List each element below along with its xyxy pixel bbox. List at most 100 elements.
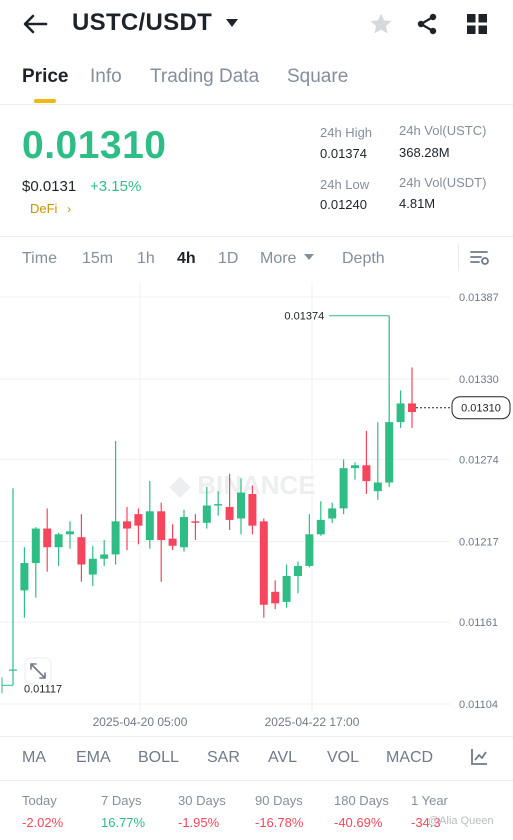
price-change-percent: +3.15% [90,178,142,195]
interval-bar: Time 15m 1h 4h 1D More Depth [0,244,513,276]
pair-title[interactable]: USTC/USDT [72,9,213,36]
main-tabs: Price Info Trading Data Square [0,60,513,104]
candle-body [225,506,234,520]
vol-quote-label: 24h Vol(USDT) [399,175,487,190]
candle-body [214,504,223,506]
x-tick-label: 2025-04-20 05:00 [93,715,188,729]
arrow-left-icon [23,14,48,34]
indicator-boll[interactable]: BOLL [138,749,179,766]
chart-bottom-divider [0,736,513,737]
category-tag[interactable]: DeFi › [30,201,71,216]
candle-body [202,505,211,523]
performance-label: Today [22,793,57,808]
interval-more[interactable]: More [260,250,314,268]
performance-label: 180 Days [334,793,389,808]
candle-body [248,494,257,526]
candle-body [305,534,314,566]
pair-dropdown-caret-icon[interactable] [222,14,242,32]
candle-body [145,511,154,541]
high-value: 0.01374 [320,146,367,161]
price-chart[interactable]: 0.01387 0.01330 0.01274 0.01217 0.01161 0.011… [0,282,513,738]
indicator-divider [0,780,513,781]
candle-body [237,492,245,519]
last-price: 0.01310 [22,124,167,167]
candle-body [111,521,120,555]
indicator-sar[interactable]: SAR [207,749,240,766]
active-tab-indicator [34,99,56,103]
min-price-label: 0.01117 [24,683,62,695]
interval-time[interactable]: Time [22,250,57,267]
tab-trading-data[interactable]: Trading Data [150,66,260,87]
favorite-star-icon[interactable] [367,10,395,38]
x-tick-label: 2025-04-22 17:00 [265,715,360,729]
chevron-right-icon: › [67,202,72,216]
candle-body [259,521,268,605]
interval-more-label: More [260,250,297,267]
candle-body [373,482,382,492]
candle-body [168,538,177,546]
performance-value: -2.02% [22,815,64,830]
candle-body [66,531,74,535]
interval-15m[interactable]: 15m [82,250,114,267]
performance-label: 30 Days [178,793,226,808]
current-price-box [451,396,511,420]
candle-body [43,528,52,548]
chart-settings-icon[interactable] [470,249,492,269]
y-tick-label: 0.01274 [459,455,499,467]
interval-depth[interactable]: Depth [342,250,385,267]
performance-label: 7 Days [101,793,142,808]
overlay-username: @Alia Queen [428,815,494,827]
indicator-vol[interactable]: VOL [327,749,360,766]
top-bar: USTC/USDT [0,0,513,48]
candlestick-chart[interactable]: 0.01387 0.01330 0.01274 0.01217 0.01161 0.011… [0,282,513,738]
candle-body [123,521,131,529]
performance-label: 90 Days [255,793,303,808]
current-price-label: 0.01310 [461,403,501,415]
vol-quote-value: 4.81M [399,196,436,211]
performance-value: -34.3 [411,815,441,830]
candle-body [157,511,166,541]
caret-down-icon [303,254,314,260]
indicator-settings-icon[interactable] [470,748,490,768]
grid-menu-icon[interactable] [463,10,491,38]
back-button[interactable] [20,10,50,38]
vol-base-label: 24h Vol(USTC) [399,123,487,138]
candle-body [191,521,200,523]
indicator-avl[interactable]: AVL [268,749,298,766]
y-tick-label: 0.01104 [459,699,498,711]
candle-body [385,422,394,483]
performance-value: -40.69% [334,815,383,830]
tab-square[interactable]: Square [287,66,349,87]
fullscreen-expand-icon[interactable] [24,657,52,685]
indicator-macd[interactable]: MACD [386,749,434,766]
candle-body [88,558,97,575]
interval-1d[interactable]: 1D [218,250,239,267]
candle-body [316,519,325,535]
high-label: 24h High [320,125,373,140]
candle-body [328,508,337,519]
interval-4h[interactable]: 4h [177,250,196,267]
candle-body [134,514,143,526]
candle-body [9,669,17,671]
y-tick-label: 0.01330 [459,374,499,386]
tabs-divider [0,104,513,105]
share-icon[interactable] [413,10,441,38]
tab-info[interactable]: Info [90,66,122,87]
candle-body [180,517,188,548]
candle-body [408,403,416,413]
y-tick-label: 0.01161 [459,617,498,629]
tab-price[interactable]: Price [22,66,69,87]
usd-price: $0.0131 [22,178,77,195]
candle-body [396,403,405,423]
low-value: 0.01240 [320,197,367,212]
candle-body [271,591,280,604]
candle-body [20,563,29,591]
ticker-divider [0,236,513,237]
interval-1h[interactable]: 1h [137,250,155,267]
performance-value: 16.77% [101,815,146,830]
performance-value: -16.78% [255,815,304,830]
indicator-ma[interactable]: MA [22,749,46,766]
candle-body [31,528,40,564]
candle-body [77,537,86,565]
indicator-ema[interactable]: EMA [76,749,111,766]
